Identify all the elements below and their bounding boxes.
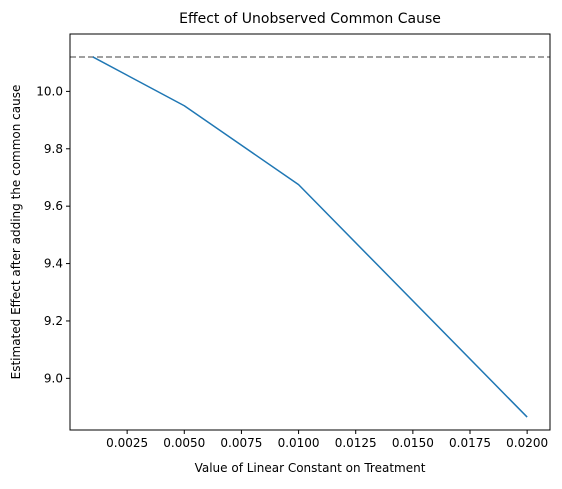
x-tick-label: 0.0050 — [163, 436, 205, 450]
y-axis: 9.0 9.2 9.4 9.6 9.8 10.0 — [36, 84, 70, 385]
plot-frame — [69, 33, 551, 431]
y-tick-label: 9.4 — [44, 257, 63, 271]
x-tick-label: 0.0200 — [506, 436, 548, 450]
series-line — [92, 56, 528, 418]
y-tick-label: 9.2 — [44, 314, 63, 328]
y-tick-label: 9.6 — [44, 199, 63, 213]
x-tick-label: 0.0125 — [335, 436, 377, 450]
x-axis: 0.0025 0.0050 0.0075 0.0100 0.0125 0.0150 0.01… — [106, 430, 548, 450]
y-tick-label: 10.0 — [36, 84, 63, 98]
y-tick-label: 9.0 — [44, 371, 63, 385]
y-axis-label: Estimated Effect after adding the common… — [9, 85, 23, 380]
x-tick-label: 0.0150 — [392, 436, 434, 450]
x-tick-label: 0.0100 — [278, 436, 320, 450]
y-tick-label: 9.8 — [44, 142, 63, 156]
x-tick-label: 0.0175 — [449, 436, 491, 450]
series-layer — [92, 56, 528, 418]
chart-title: Effect of Unobserved Common Cause — [179, 11, 441, 27]
x-axis-label: Value of Linear Constant on Treatment — [195, 461, 426, 475]
x-tick-label: 0.0075 — [220, 436, 262, 450]
x-tick-label: 0.0025 — [106, 436, 148, 450]
